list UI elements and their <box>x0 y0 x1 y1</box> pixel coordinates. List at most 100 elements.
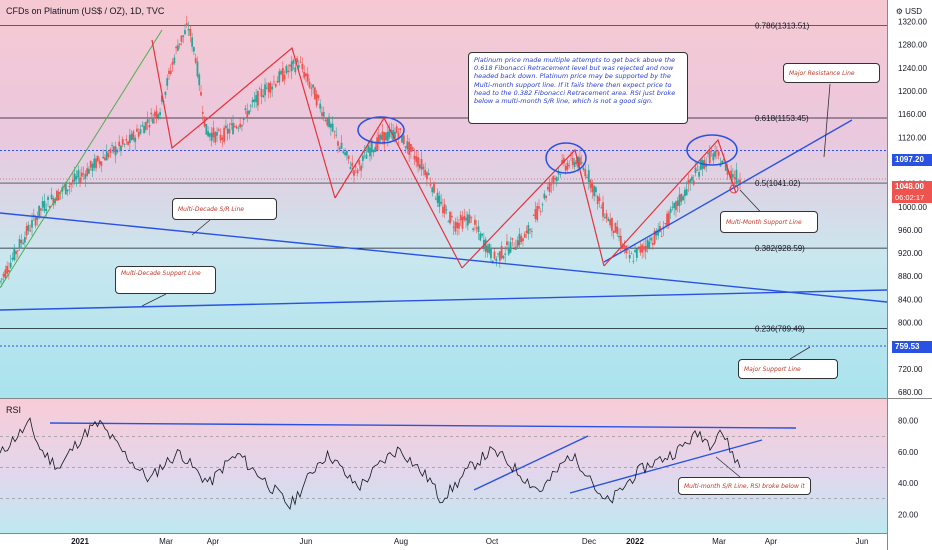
candle-body <box>328 116 330 128</box>
candle-body <box>664 223 667 224</box>
candle-body <box>111 145 113 146</box>
candle-body <box>241 125 243 127</box>
candle-body <box>299 61 302 63</box>
candle-body <box>96 156 99 161</box>
candle-body <box>657 229 660 236</box>
candle-body <box>486 245 489 253</box>
note-multi-decade-support[interactable]: Multi-Decade Support Line <box>115 266 216 294</box>
candle-body <box>388 129 391 138</box>
candle-body <box>317 95 320 99</box>
candle-body <box>692 180 695 185</box>
candle-body <box>646 239 649 248</box>
rsi-tick-label: 80.00 <box>898 417 919 426</box>
candle-body <box>710 150 713 152</box>
candle-body <box>465 217 467 221</box>
note-rsi-break[interactable]: Multi-month S/R Line, RSI broke below it <box>678 477 811 495</box>
candle-body <box>603 216 606 218</box>
candle-body <box>66 189 69 192</box>
candle-body <box>249 105 252 107</box>
candle-body <box>676 200 679 206</box>
candle-body <box>612 230 615 234</box>
candle-body <box>735 169 738 183</box>
candle-body <box>596 195 599 205</box>
price-pane-background <box>0 0 887 398</box>
candle-body <box>36 217 39 220</box>
time-tick-label: Jun <box>856 537 869 546</box>
trend-lines[interactable] <box>0 29 888 494</box>
candle-body <box>482 239 485 249</box>
candle-body <box>349 167 352 169</box>
candle-body <box>89 160 92 168</box>
candle-body <box>125 139 128 141</box>
candle-body <box>141 125 144 127</box>
rsi-axis-ticks: 20.00 40.00 60.00 80.00 <box>898 417 919 520</box>
candle-body <box>290 61 293 72</box>
rsi-indicator-label[interactable]: RSI <box>6 405 22 415</box>
zigzag-pattern <box>151 39 201 150</box>
rsi-line <box>0 417 741 510</box>
candle-body <box>653 230 656 244</box>
rsi-pane-background <box>0 399 887 533</box>
candle-body <box>415 156 418 163</box>
price-tick-label: 960.00 <box>898 226 923 235</box>
candle-body <box>548 181 551 193</box>
candle-body <box>209 133 211 137</box>
candle-body <box>50 194 53 199</box>
candle-body <box>132 131 135 140</box>
note-major-support[interactable]: Major Support Line <box>738 359 838 379</box>
note-major-resistance[interactable]: Major Resistance Line <box>783 63 880 83</box>
candle-body <box>529 229 531 231</box>
candle-body <box>294 67 297 73</box>
candle-body <box>194 58 197 63</box>
candle-body <box>573 162 576 167</box>
candle-body <box>280 70 282 75</box>
candle-body <box>344 152 346 156</box>
candle-body <box>114 146 117 156</box>
candle-body <box>543 193 546 199</box>
candle-body <box>303 71 306 78</box>
candle-body <box>242 117 245 121</box>
candle-body <box>675 201 677 210</box>
candle-body <box>397 132 400 139</box>
note-multi-decade-sr[interactable]: Multi-Decade S/R Line <box>172 198 277 220</box>
candle-body <box>251 99 254 103</box>
candle-body <box>289 64 291 67</box>
candle-body <box>150 112 153 115</box>
candle-body <box>281 68 284 82</box>
rsi-sr-line-1 <box>473 435 589 491</box>
candle-body <box>184 30 186 35</box>
candle-body <box>584 169 587 177</box>
candle-body <box>379 135 382 140</box>
candle-body <box>463 216 466 220</box>
candle-body <box>635 248 638 258</box>
rsi-sr-line-2 <box>569 439 763 494</box>
candle-body <box>434 198 437 200</box>
note-multi-month-support[interactable]: Multi-Month Support Line <box>720 211 818 233</box>
candle-body <box>340 142 343 149</box>
fib-level-label: 0.786(1313.51) <box>755 21 810 30</box>
candle-body <box>297 65 300 68</box>
candle-body <box>523 233 526 238</box>
candle-body <box>370 140 373 153</box>
candle-body <box>345 150 348 156</box>
impulse-trend-line <box>0 29 163 289</box>
settings-icon[interactable]: ⚙ <box>895 7 906 16</box>
candle-body <box>228 129 231 134</box>
candle-body <box>655 230 658 236</box>
candle-body <box>395 126 398 133</box>
candle-body <box>128 134 131 144</box>
analysis-note[interactable]: Platinum price made multiple attempts to… <box>468 52 688 124</box>
fib-level-label: 0.236(789.49) <box>755 325 805 334</box>
candle-body <box>488 243 491 253</box>
symbol-title[interactable]: CFDs on Platinum (US$ / OZ), 1D, TVC <box>6 6 165 16</box>
candle-body <box>394 131 396 139</box>
candle-body <box>737 180 740 182</box>
candle-body <box>6 265 9 274</box>
candle-body <box>237 127 240 129</box>
candle-body <box>459 214 462 221</box>
candle-body <box>424 169 427 176</box>
support-price-tag: 759.53 <box>892 341 932 353</box>
candle-body <box>689 179 692 184</box>
candle-body <box>212 127 215 138</box>
